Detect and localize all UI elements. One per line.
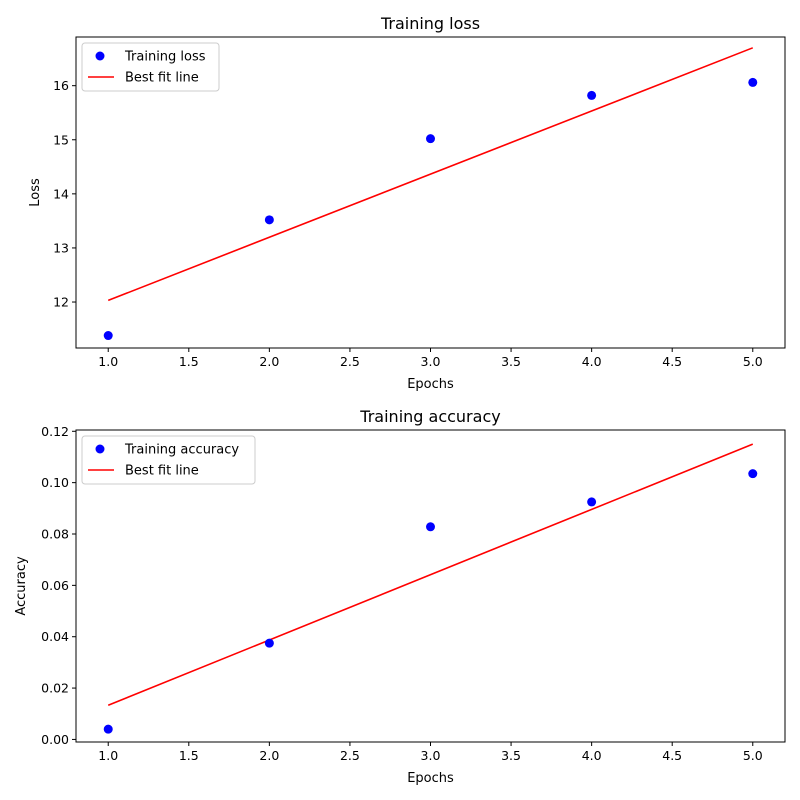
data-point [264, 215, 274, 225]
x-tick-label: 4.5 [662, 354, 682, 369]
x-tick-label: 2.5 [340, 748, 360, 763]
chart-panel-1: Training loss 1.0 1.5 2.0 2.5 3.0 3.5 4.0 4.5 5.0… [28, 14, 786, 392]
x-tick-label: 3.0 [421, 748, 441, 763]
y-tick-label: 12 [53, 295, 69, 310]
x-tick-label: 5.0 [743, 354, 763, 369]
x-tick-label: 4.0 [582, 748, 602, 763]
y-tick-label: 13 [53, 240, 69, 255]
legend-marker [95, 444, 105, 454]
x-tick-label: 2.0 [259, 748, 279, 763]
x-tick-label: 4.5 [662, 748, 682, 763]
x-axis-label: Epochs [407, 377, 454, 392]
x-tick-label: 1.5 [179, 354, 199, 369]
y-tick-label: 0.00 [41, 732, 69, 747]
best-fit-line [107, 47, 754, 302]
x-tick-label: 4.0 [582, 354, 602, 369]
x-tick-label: 2.0 [259, 354, 279, 369]
legend-label: Training accuracy [124, 443, 239, 458]
y-tick-label: 0.10 [41, 475, 69, 490]
legend-marker [95, 51, 105, 61]
data-point [748, 469, 758, 479]
y-axis-label: Loss [28, 178, 43, 207]
x-tick-label: 2.5 [340, 354, 360, 369]
y-axis-label: Accuracy [14, 556, 29, 616]
y-tick-label: 0.08 [41, 527, 69, 542]
x-tick-label: 3.5 [501, 748, 521, 763]
legend-label: Best fit line [125, 71, 199, 86]
data-point [748, 77, 758, 87]
x-tick-label: 3.5 [501, 354, 521, 369]
x-tick-label: 3.0 [421, 354, 441, 369]
x-tick-label: 5.0 [743, 748, 763, 763]
data-point [103, 331, 113, 341]
legend: Training loss Best fit line [81, 42, 220, 92]
data-point [264, 638, 274, 648]
x-tick-label: 1.0 [98, 354, 118, 369]
data-point [587, 90, 597, 100]
plot-frame [75, 429, 786, 743]
data-point [426, 134, 435, 144]
y-tick-label: 0.04 [41, 629, 69, 644]
chart-title: Training loss [380, 14, 480, 33]
legend-label: Best fit line [125, 464, 199, 479]
y-tick-label: 0.02 [41, 681, 69, 696]
chart-panel-2: Training accuracy 1.0 1.5 2.0 2.5 3.0 3.5 4.0 4.… [14, 407, 786, 786]
y-tick-label: 0.06 [41, 578, 69, 593]
y-tick-label: 0.12 [41, 424, 69, 439]
x-tick-label: 1.0 [98, 748, 118, 763]
y-tick-label: 15 [53, 132, 69, 147]
x-axis-label: Epochs [407, 771, 454, 786]
data-point [426, 522, 435, 532]
x-tick-label: 1.5 [179, 748, 199, 763]
y-tick-label: 16 [53, 78, 69, 93]
data-point [103, 724, 113, 734]
y-tick-label: 14 [53, 186, 69, 201]
legend-box [81, 42, 220, 92]
chart-title: Training accuracy [359, 407, 500, 426]
legend-box [81, 435, 256, 485]
legend: Training accuracy Best fit line [81, 435, 256, 485]
best-fit-line [107, 443, 754, 707]
data-point [587, 497, 597, 507]
legend-label: Training loss [124, 50, 206, 65]
plot-frame [75, 36, 786, 349]
